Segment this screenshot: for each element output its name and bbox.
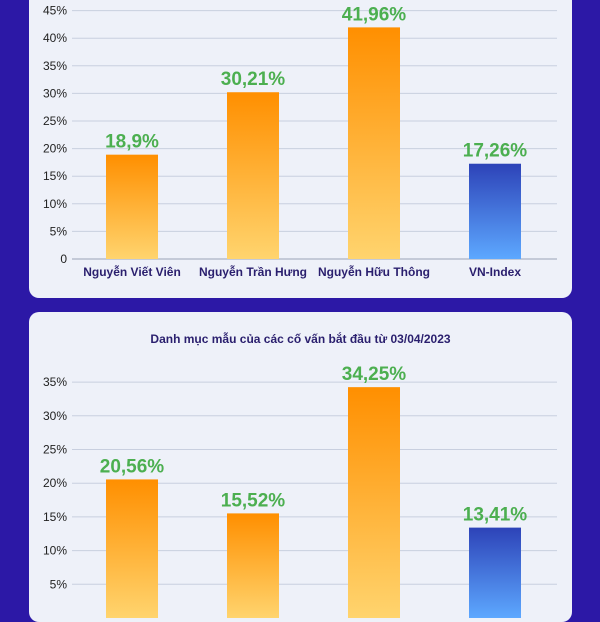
- chart-card-bottom: Danh mục mẫu của các cố vấn bắt đầu từ 0…: [29, 312, 572, 622]
- data-label: 41,96%: [342, 4, 407, 25]
- chart-title: Danh mục mẫu của các cố vấn bắt đầu từ 0…: [150, 332, 451, 346]
- x-tick-label: Nguyễn Trần Hưng: [199, 264, 307, 279]
- data-label: 20,56%: [100, 456, 165, 477]
- bar-chart-bottom: 5% 10% 15% 20% 25% 30% 35% 20,56% 15,52% 34,25% 13…: [43, 364, 557, 618]
- y-tick-label: 30%: [43, 86, 67, 100]
- bar-chart-top: 0 5% 10% 15% 20% 25% 30% 35% 40% 45% 18,9% Nguyễn V…: [43, 4, 557, 279]
- y-tick-label: 45%: [43, 4, 67, 18]
- y-tick-label: 0: [60, 252, 67, 266]
- y-tick-label: 30%: [43, 409, 67, 423]
- y-tick-label: 5%: [50, 577, 68, 591]
- y-tick-label: 5%: [50, 224, 68, 238]
- y-tick-label: 15%: [43, 510, 67, 524]
- x-tick-label: VN-Index: [469, 265, 521, 279]
- data-label: 30,21%: [221, 69, 286, 90]
- data-label: 15,52%: [221, 490, 286, 511]
- bar: [348, 27, 400, 259]
- y-tick-label: 35%: [43, 59, 67, 73]
- bar: [106, 154, 158, 259]
- y-tick-label: 25%: [43, 443, 67, 457]
- bar: [227, 92, 279, 259]
- data-label: 17,26%: [463, 141, 528, 162]
- y-tick-label: 40%: [43, 31, 67, 45]
- y-tick-label: 35%: [43, 375, 67, 389]
- x-tick-label: Nguyễn Hữu Thông: [318, 264, 430, 279]
- data-label: 18,9%: [105, 132, 159, 153]
- chart-card-top: 0 5% 10% 15% 20% 25% 30% 35% 40% 45% 18,9% Nguyễn V…: [29, 0, 572, 298]
- y-tick-label: 10%: [43, 544, 67, 558]
- y-tick-label: 25%: [43, 114, 67, 128]
- y-tick-label: 20%: [43, 476, 67, 490]
- bar: [348, 387, 400, 618]
- bar: [469, 163, 521, 259]
- x-tick-label: Nguyễn Viết Viên: [83, 264, 181, 279]
- bar: [106, 479, 158, 618]
- data-label: 13,41%: [463, 505, 528, 526]
- data-label: 34,25%: [342, 364, 407, 385]
- y-tick-label: 20%: [43, 142, 67, 156]
- bar: [469, 527, 521, 618]
- y-tick-label: 15%: [43, 169, 67, 183]
- y-tick-label: 10%: [43, 197, 67, 211]
- bar: [227, 513, 279, 618]
